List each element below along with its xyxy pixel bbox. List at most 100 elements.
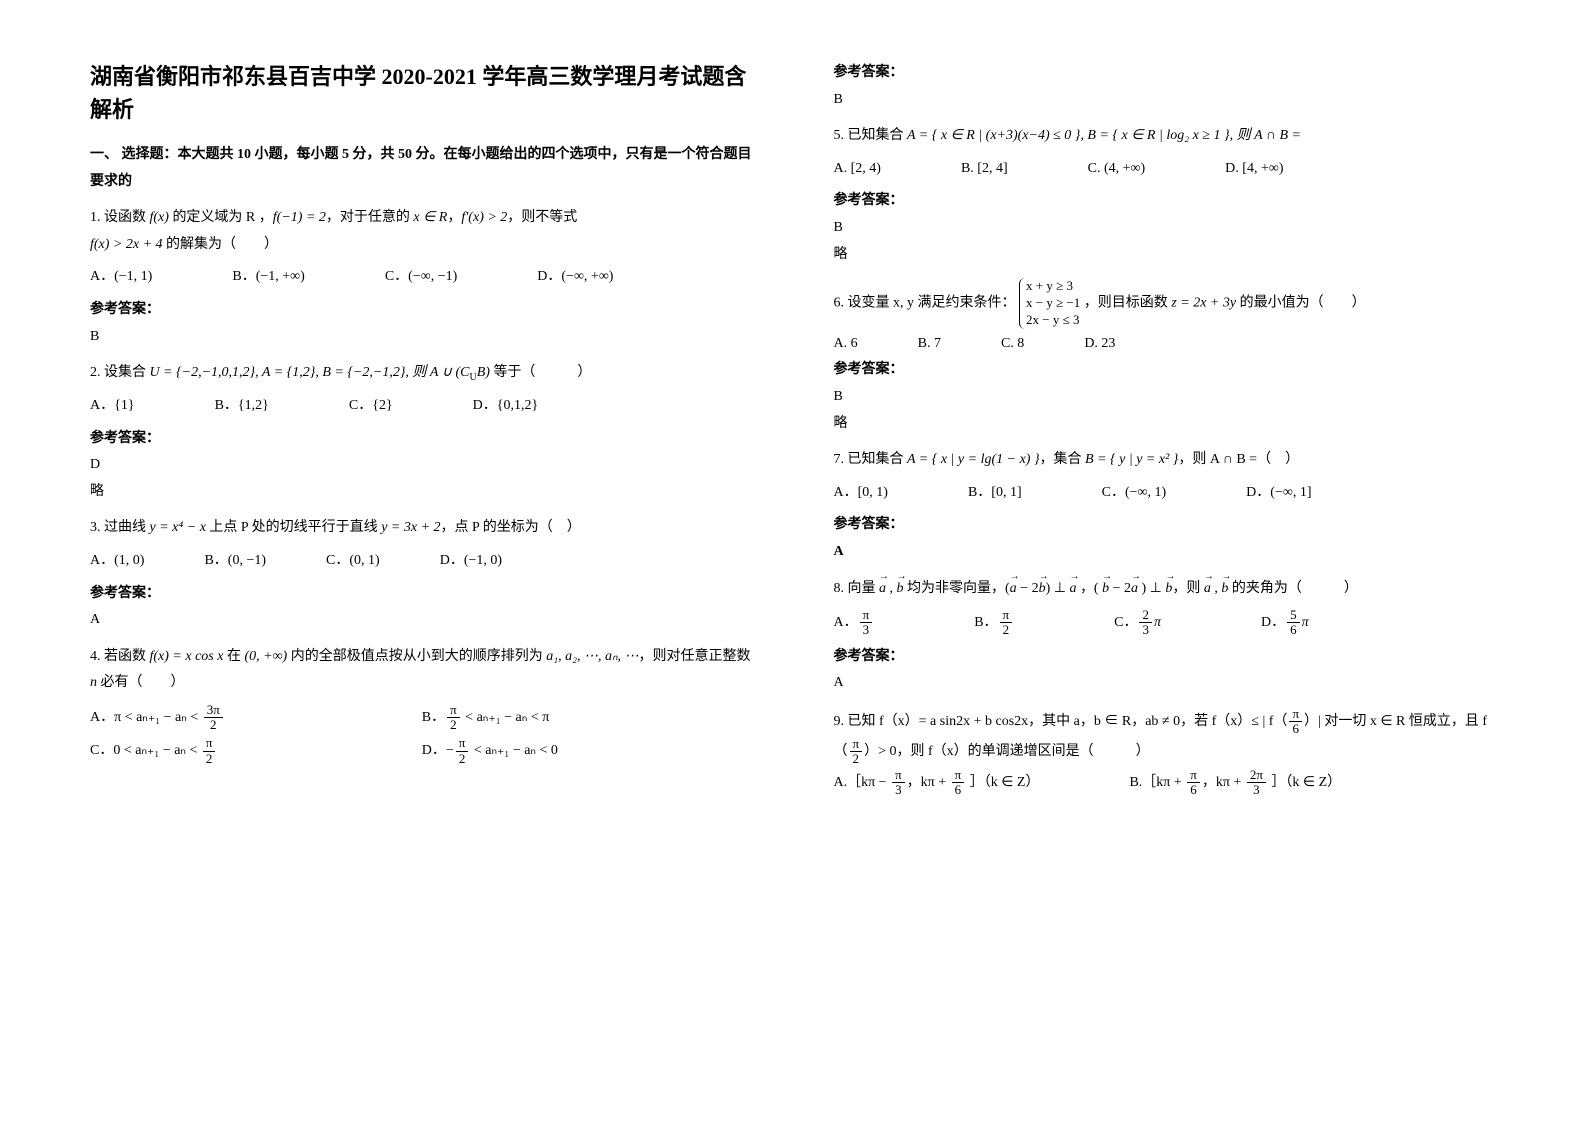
q8-C-frac: 23	[1139, 608, 1152, 638]
q7-Bv: [0, 1]	[991, 485, 1021, 500]
q9-A1-den: 3	[892, 783, 905, 797]
q4-choice-b: B．π2 < aₙ₊₁ − aₙ < π	[422, 703, 754, 733]
q8-A-num: π	[860, 608, 873, 623]
q3-D: (−1, 0)	[464, 553, 502, 568]
q9-A-mid: ，kπ +	[907, 775, 946, 790]
q8-t6: ，则	[1172, 581, 1204, 596]
q4-t2: 在	[223, 649, 244, 664]
q9-A2-den: 6	[952, 783, 965, 797]
question-1: 1. 设函数 f(x) 的定义域为 R ，f(−1) = 2，对于任意的 x ∈…	[90, 205, 754, 258]
q8-C-pi: π	[1154, 615, 1161, 630]
question-2: 2. 设集合 U = {−2,−1,0,1,2}, A = {1,2}, B =…	[90, 360, 754, 387]
q8-vec-b3: b	[1102, 576, 1109, 603]
q8-choices: A．π3 B．π2 C．23π D．56π	[834, 608, 1498, 638]
question-8: 8. 向量 a , b 均为非零向量，(a − 2b) ⊥ a ，( b − 2…	[834, 576, 1498, 603]
q7-t2: ，集合	[1040, 452, 1086, 467]
q1-t3: ，对于任意的	[326, 210, 414, 225]
q8-t1: 8. 向量	[834, 581, 880, 596]
q1-D: (−∞, +∞)	[561, 269, 613, 284]
question-4: 4. 若函数 f(x) = x cos x 在 (0, +∞) 内的全部极值点按…	[90, 644, 754, 697]
q6-cases: x + y ≥ 3 x − y ≥ −1 2x − y ≤ 3	[1019, 278, 1080, 329]
q4-choice-d: D．−π2 < aₙ₊₁ − aₙ < 0	[422, 736, 754, 766]
q5-choice-c: C. (4, +∞)	[1088, 156, 1146, 183]
q7-choices: A．[0, 1) B．[0, 1] C．(−∞, 1) D．(−∞, 1]	[834, 480, 1498, 507]
q8-A-frac: π3	[860, 608, 873, 638]
question-6: 6. 设变量 x, y 满足约束条件： x + y ≥ 3 x − y ≥ −1…	[834, 278, 1498, 329]
q4-choice-c: C．0 < aₙ₊₁ − aₙ < π2	[90, 736, 422, 766]
q4-A-den: 2	[204, 718, 223, 732]
q9-f2: π2	[850, 737, 863, 767]
q2-omit: 略	[90, 479, 754, 506]
q2-choice-b: B．{1,2}	[215, 393, 269, 420]
q4-C-num: π	[203, 736, 216, 751]
q8-t2: 均为非零向量，(	[904, 581, 1010, 596]
q5-t1: 5. 已知集合	[834, 128, 908, 143]
q3-choices: A．(1, 0) B．(0, −1) C．(0, 1) D．(−1, 0)	[90, 548, 754, 575]
q4-D-pre: −	[446, 744, 454, 759]
q1-t4: ，	[447, 210, 461, 225]
q5-choice-a: A. [2, 4)	[834, 156, 881, 183]
q5-C: (4, +∞)	[1104, 161, 1145, 176]
q3-t3: ，点 P 的坐标为（ ）	[441, 520, 581, 535]
q4-t4: ，则对任意正整数	[639, 649, 751, 664]
q8-choice-a: A．π3	[834, 608, 875, 638]
q9-A2-num: π	[952, 768, 965, 783]
q8-t7: 的夹角为（ ）	[1228, 581, 1358, 596]
q9-f2-num: π	[850, 737, 863, 752]
q4-A-frac: 3π2	[204, 703, 223, 733]
q2-D: {0,1,2}	[497, 398, 538, 413]
q8-vec-b: b	[897, 576, 904, 603]
q8-D-pi: π	[1302, 615, 1309, 630]
question-3: 3. 过曲线 y = x⁴ − x 上点 P 处的切线平行于直线 y = 3x …	[90, 515, 754, 542]
q4-fx: f(x) = x cos x	[150, 649, 224, 664]
q6-choice-b: B. 7	[918, 331, 941, 358]
q2-A: {1}	[114, 398, 134, 413]
question-7: 7. 已知集合 A = { x | y = lg(1 − x) }，集合 B =…	[834, 447, 1498, 474]
q8-B-frac: π2	[1000, 608, 1013, 638]
q7-t1: 7. 已知集合	[834, 452, 908, 467]
question-9: 9. 已知 f（x）= a sin2x + b cos2x，其中 a，b ∈ R…	[834, 707, 1498, 766]
q2-choices: A．{1} B．{1,2} C．{2} D．{0,1,2}	[90, 393, 754, 420]
q9-f1-den: 6	[1289, 722, 1302, 736]
right-column: 参考答案： B 5. 已知集合 A = { x ∈ R | (x+3)(x−4)…	[834, 60, 1498, 798]
q4-ans: B	[834, 87, 1498, 114]
q6-t1: 6. 设变量 x, y 满足约束条件：	[834, 296, 1016, 311]
left-column: 湖南省衡阳市祁东县百吉中学 2020-2021 学年高三数学理月考试题含解析 一…	[90, 60, 754, 798]
q1-choice-c: C．(−∞, −1)	[385, 264, 457, 291]
q8-B-num: π	[1000, 608, 1013, 623]
q8-C-den: 3	[1139, 623, 1152, 637]
q4-D-num: π	[456, 736, 469, 751]
q9-B-pre: B.［kπ +	[1129, 775, 1181, 790]
q5-B: [2, 4]	[977, 161, 1007, 176]
q4-D-frac: π2	[456, 736, 469, 766]
q9-f1: π6	[1289, 707, 1302, 737]
q9-B1-num: π	[1187, 768, 1200, 783]
q4-C-frac: π2	[203, 736, 216, 766]
q5-def: A = { x ∈ R | (x+3)(x−4) ≤ 0 }, B = { x …	[907, 128, 1301, 143]
q9-B-post: ］（k ∈ Z）	[1271, 775, 1341, 790]
q1-B: (−1, +∞)	[256, 269, 305, 284]
q8-choice-c: C．23π	[1114, 608, 1161, 638]
q2-C: {2}	[372, 398, 392, 413]
q9-A1-num: π	[892, 768, 905, 783]
q7-Dv: (−∞, 1]	[1270, 485, 1311, 500]
exam-title: 湖南省衡阳市祁东县百吉中学 2020-2021 学年高三数学理月考试题含解析	[90, 60, 754, 126]
q1-text: 1. 设函数	[90, 210, 150, 225]
q8-t3: ) ⊥	[1046, 581, 1070, 596]
q7-choice-c: C．(−∞, 1)	[1102, 480, 1167, 507]
q2-sub: U	[469, 372, 476, 383]
q8-vec-b4: b	[1165, 576, 1172, 603]
q3-ans-label: 参考答案：	[90, 581, 754, 608]
q7-t3: ，则 A ∩ B =（ ）	[1178, 452, 1299, 467]
q4-B-num: π	[447, 703, 460, 718]
q6-t2: ，则目标函数	[1084, 296, 1172, 311]
q8-vec-a4: a	[1131, 576, 1138, 603]
q3-curve: y = x⁴ − x	[150, 520, 206, 535]
q3-choice-d: D．(−1, 0)	[440, 548, 502, 575]
q6-c2: x − y ≥ −1	[1026, 295, 1080, 312]
q4-n: n	[90, 675, 97, 690]
q4-choice-a: A．π < aₙ₊₁ − aₙ < 3π2	[90, 703, 422, 733]
q9-t3: ）> 0，则 f（x）的单调递增区间是（ ）	[864, 744, 1150, 759]
q4-A-pre: π < aₙ₊₁ − aₙ <	[114, 710, 202, 725]
q8-vec-a3: a	[1069, 576, 1076, 603]
